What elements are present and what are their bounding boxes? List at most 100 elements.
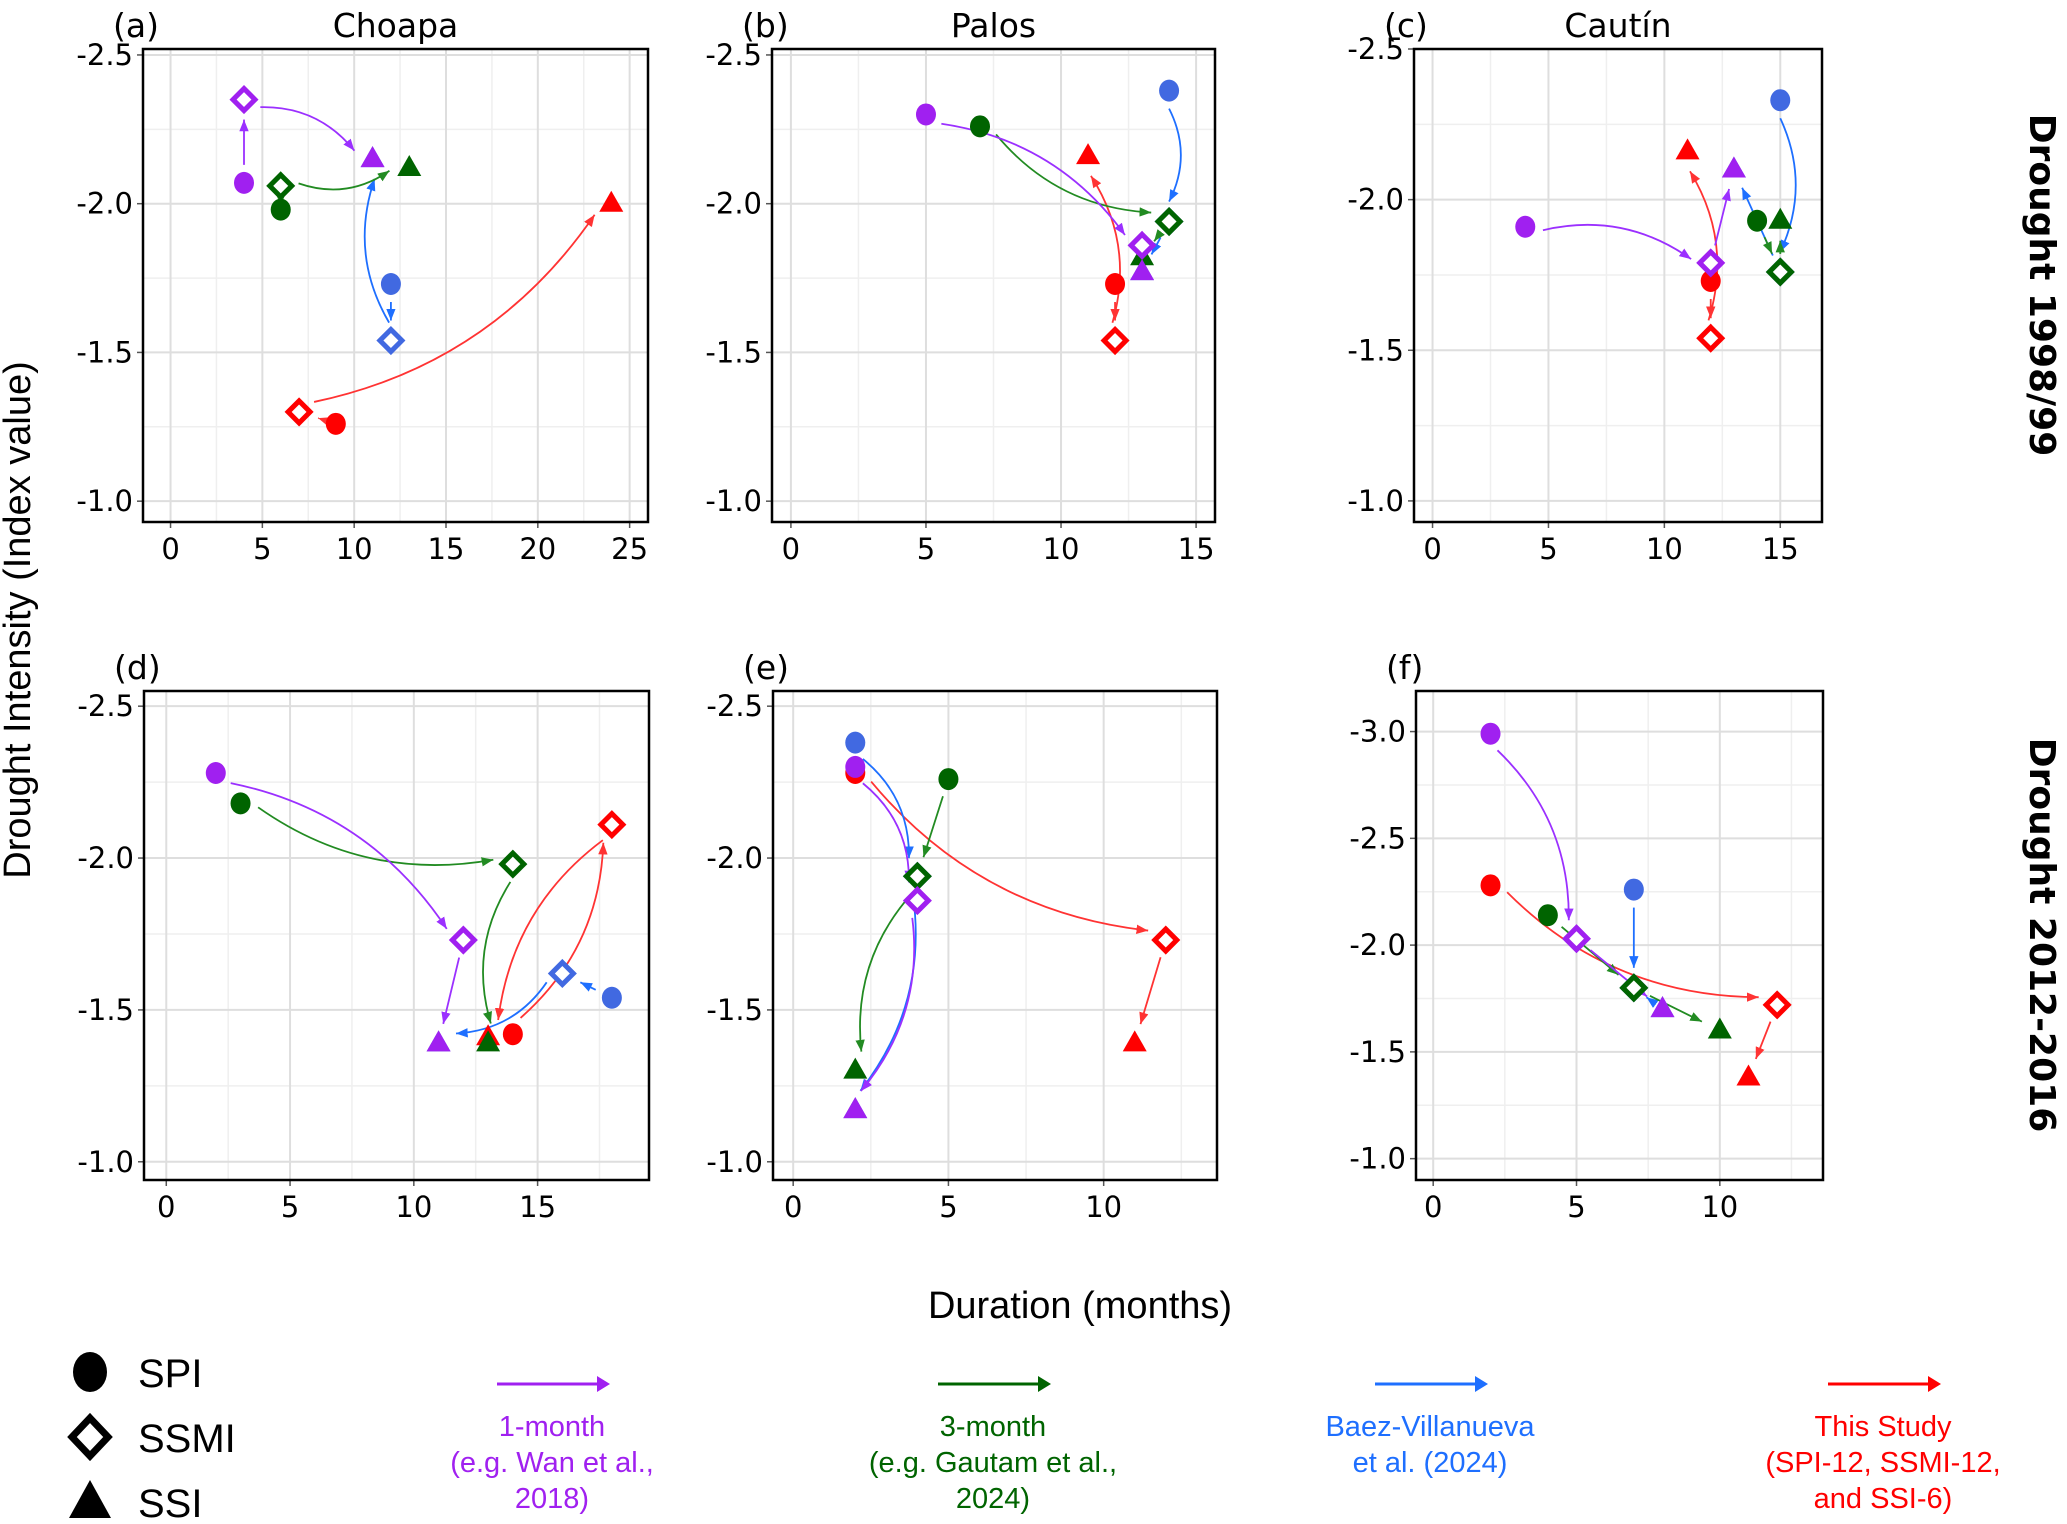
row-label-2012: Drought 2012-2016 — [2021, 738, 2062, 1132]
arrow-legend: 1-month (e.g. Wan et al., 2018) 3-month (e.g… — [450, 1376, 2001, 1515]
arrow-ts-spi-to-ssmi — [870, 780, 1149, 934]
arrow-m1-ssmi-to-ssi — [260, 106, 356, 152]
panel-a: 0 5 10 15 20 25 -2.5 -2.0 -1.5 -1.0 (a) Choapa — [76, 6, 650, 566]
point-m1-ssmi — [1127, 230, 1157, 260]
point-bv-spi — [601, 986, 622, 1009]
arrow-ts-ssmi-to-ssi — [1139, 957, 1162, 1025]
x-tick-label: 5 — [253, 532, 271, 566]
point-m1-ssmi — [1696, 248, 1726, 278]
point-m3-spi — [1537, 904, 1558, 927]
point-m3-ssi — [1768, 207, 1793, 229]
point-m1-ssi — [843, 1097, 868, 1119]
point-ts-ssi — [1675, 138, 1700, 160]
x-tick-label: 10 — [1043, 532, 1080, 566]
y-tick-label: -2.0 — [705, 187, 762, 221]
y-tick-label: -2.5 — [77, 689, 134, 723]
point-ts-spi — [1105, 273, 1126, 296]
legend-item-ts: This Study (SPI-12, SSMI-12, and SSI-6) — [1765, 1376, 2001, 1515]
panel-title: Palos — [951, 6, 1036, 45]
legend-item-ssmi: SSMI — [67, 1412, 236, 1462]
legend-item-bv: Baez-Villanueva et al. (2024) — [1325, 1376, 1535, 1479]
y-tick-label: -1.0 — [706, 1145, 763, 1179]
point-bv-spi — [845, 731, 866, 754]
arrows — [1496, 749, 1772, 1060]
x-tick-label: 0 — [782, 532, 800, 566]
arrow-bv-spi-to-ssmi — [579, 981, 597, 992]
arrow-ts-spi-to-ssmi — [519, 842, 608, 1019]
plot-frame — [771, 689, 1219, 1182]
arrow-ts-ssmi-to-ssi — [1689, 170, 1719, 321]
legend-arrow-label: 1-month — [499, 1411, 605, 1443]
panel-letter: (d) — [114, 648, 161, 687]
legend-item-ssi: SSI — [69, 1480, 202, 1524]
x-tick-label: 5 — [939, 1190, 957, 1224]
gridlines — [144, 691, 649, 1180]
point-m1-spi — [234, 171, 254, 194]
point-m1-ssi — [1130, 259, 1155, 281]
point-ts-ssmi — [1762, 990, 1792, 1020]
legend-label-ssmi: SSMI — [138, 1417, 236, 1461]
y-axis-label: Drought Intensity (Index value) — [0, 361, 39, 879]
point-m3-spi — [1747, 209, 1768, 232]
x-tick-label: 10 — [336, 532, 373, 566]
panel-d: 0 5 10 15 -2.5 -2.0 -1.5 -1.0 (d) — [77, 648, 651, 1224]
arrow-m3-spi-to-ssmi — [995, 133, 1152, 217]
panel-title: Choapa — [333, 6, 459, 45]
gridlines — [773, 691, 1217, 1180]
panel-letter: (a) — [113, 6, 159, 45]
arrows — [1542, 117, 1797, 321]
legend-label-spi: SPI — [138, 1352, 202, 1396]
arrow-m3-ssmi-to-ssi — [855, 892, 913, 1052]
panel-f: 0 5 10 -3.0 -2.5 -2.0 -1.5 -1.0 (f) — [1349, 648, 1825, 1224]
arrow-m1-spi-to-ssmi — [1542, 223, 1692, 260]
x-tick-label: 15 — [1762, 532, 1799, 566]
x-tick-label: 0 — [784, 1190, 802, 1224]
point-ts-spi — [1700, 269, 1721, 292]
x-tick-label: 10 — [395, 1190, 432, 1224]
point-m1-spi — [205, 762, 226, 785]
y-tick-label: -2.5 — [1347, 32, 1404, 66]
arrow-ts-ssmi-to-ssi — [1090, 175, 1121, 323]
point-ts-ssi — [1736, 1064, 1761, 1086]
arrow-m3-spi-to-ssmi — [922, 795, 944, 858]
panel-b: 0 5 10 15 -2.5 -2.0 -1.5 -1.0 (b) Palos — [705, 6, 1217, 566]
arrow-ts-ssmi-to-ssi — [313, 214, 596, 403]
point-ts-spi — [502, 1023, 523, 1046]
x-tick-label: 0 — [157, 1190, 175, 1224]
points — [843, 731, 1181, 1119]
y-tick-label: -2.5 — [76, 38, 133, 72]
y-tick-label: -2.0 — [1349, 928, 1406, 962]
x-axis-label: Duration (months) — [928, 1285, 1232, 1327]
point-ts-ssmi — [1151, 925, 1181, 955]
legend-arrow-label: Baez-Villanueva — [1325, 1411, 1535, 1443]
legend-arrow-label: (e.g. Wan et al., — [450, 1447, 654, 1479]
point-bv-ssmi — [376, 325, 406, 356]
gridlines — [1416, 691, 1823, 1180]
y-tick-label: -1.0 — [1347, 484, 1404, 518]
marker-legend: SPI SSMI SSI — [67, 1352, 236, 1524]
arrow-m1-spi-to-ssmi — [1496, 749, 1574, 921]
panel-title: Cautín — [1564, 6, 1671, 45]
arrow-m1-ssmi-to-ssi — [441, 957, 461, 1025]
x-tick-label: 5 — [1567, 1190, 1585, 1224]
y-tick-label: -3.0 — [1349, 715, 1406, 749]
point-m1-ssmi — [229, 85, 259, 115]
point-ts-ssmi — [284, 397, 314, 427]
arrow-m3-ssmi-to-ssi — [1153, 229, 1165, 242]
x-tick-label: 0 — [1424, 1190, 1442, 1224]
plot-frame — [142, 689, 651, 1182]
arrow-m1-spi-to-ssmi — [941, 122, 1126, 236]
point-m3-ssi — [1707, 1017, 1732, 1039]
points — [1515, 89, 1795, 353]
points — [915, 79, 1184, 356]
x-tick-label: 0 — [161, 532, 179, 566]
point-ts-ssmi — [1696, 323, 1726, 353]
legend-arrow-label: 2024) — [956, 1483, 1030, 1515]
arrow-ts-ssmi-to-ssi — [494, 839, 604, 1021]
point-m3-ssmi — [266, 171, 296, 201]
y-tick-label: -1.0 — [705, 484, 762, 518]
point-bv-spi — [1623, 878, 1644, 901]
legend-arrow-label: 2018) — [515, 1483, 589, 1515]
legend-arrow-label: 3-month — [940, 1411, 1046, 1443]
x-tick-label: 20 — [519, 532, 556, 566]
